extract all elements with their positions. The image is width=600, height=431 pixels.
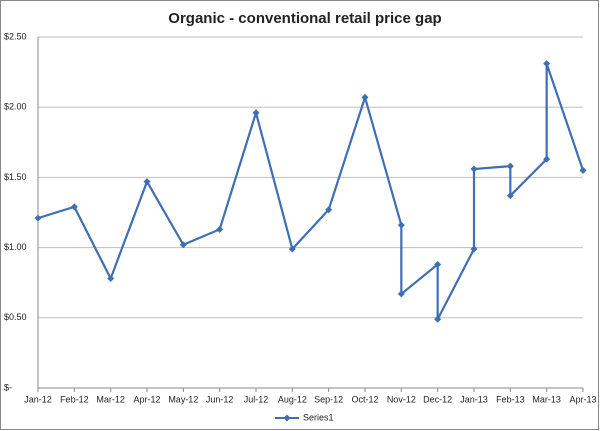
x-tick-label: Feb-13 (496, 394, 525, 404)
y-tick-label: $1.50 (4, 172, 27, 182)
y-tick-label: $0.50 (4, 312, 27, 322)
x-tick-label: Nov-12 (387, 394, 416, 404)
y-tick-label: $2.50 (4, 31, 27, 41)
legend-label: Series1 (303, 412, 334, 422)
y-tick-label: $1.00 (4, 242, 27, 252)
x-tick-label: Oct-12 (351, 394, 378, 404)
data-point (216, 225, 224, 233)
x-tick-label: Aug-12 (278, 394, 307, 404)
x-tick-label: Sep-12 (314, 394, 343, 404)
x-tick-label: Feb-12 (60, 394, 89, 404)
data-point (434, 315, 442, 323)
y-tick-label: $- (4, 382, 12, 392)
data-point (543, 60, 551, 68)
x-tick-label: Dec-12 (423, 394, 452, 404)
data-point (143, 178, 151, 186)
data-point (470, 165, 478, 173)
data-point (34, 214, 42, 222)
x-tick-label: Jul-12 (244, 394, 269, 404)
data-point (579, 166, 587, 174)
x-tick-label: Jan-12 (24, 394, 52, 404)
x-tick-label: Jun-12 (206, 394, 234, 404)
data-point (179, 241, 187, 249)
data-point (543, 155, 551, 163)
y-tick-label: $2.00 (4, 102, 27, 112)
data-point (397, 290, 405, 298)
x-tick-label: Apr-13 (569, 394, 596, 404)
data-point (325, 206, 333, 214)
data-point (397, 221, 405, 229)
x-tick-label: Mar-13 (532, 394, 561, 404)
legend-marker (283, 414, 291, 422)
data-point (107, 274, 115, 282)
data-point (434, 260, 442, 268)
chart-title: Organic - conventional retail price gap (168, 10, 441, 27)
x-tick-label: Apr-12 (133, 394, 160, 404)
data-point (288, 245, 296, 253)
x-tick-label: May-12 (168, 394, 198, 404)
data-point (361, 93, 369, 101)
data-point (70, 203, 78, 211)
x-tick-label: Jan-13 (460, 394, 488, 404)
x-tick-label: Mar-12 (96, 394, 125, 404)
data-point (506, 162, 514, 170)
data-point (506, 192, 514, 200)
data-point (470, 245, 478, 253)
data-point (252, 109, 260, 117)
